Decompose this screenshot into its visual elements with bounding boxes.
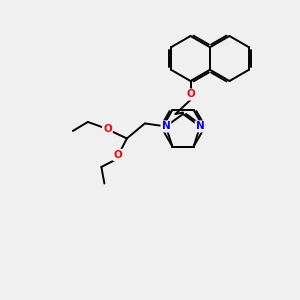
- Text: O: O: [113, 150, 122, 160]
- Text: O: O: [103, 124, 112, 134]
- Text: O: O: [186, 89, 195, 100]
- Text: N: N: [196, 122, 205, 131]
- Text: N: N: [161, 122, 170, 131]
